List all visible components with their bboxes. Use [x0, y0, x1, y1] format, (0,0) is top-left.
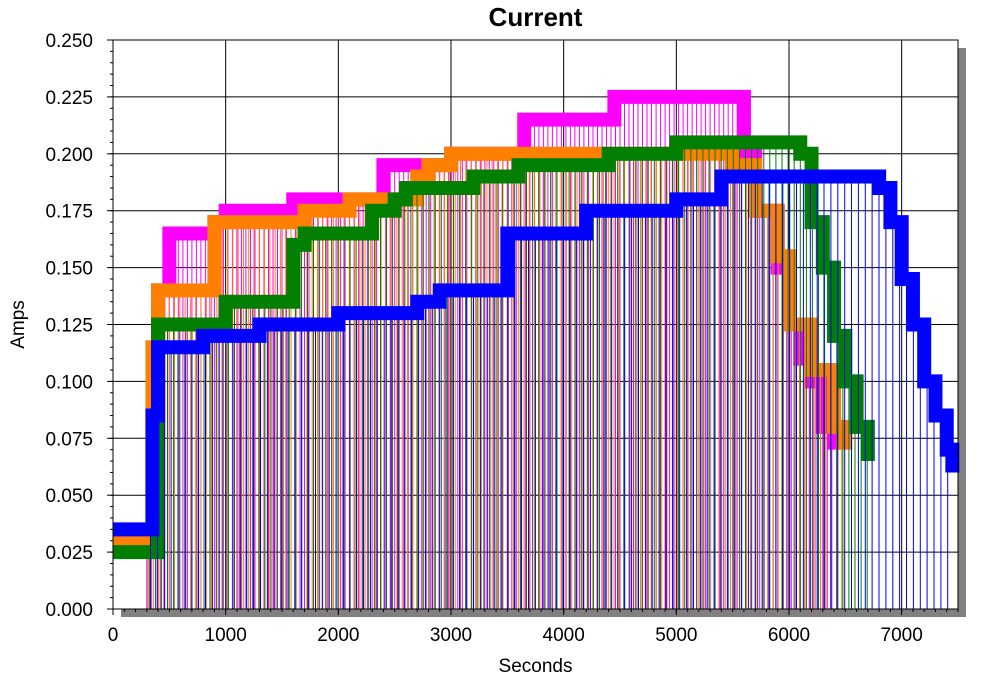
y-tick-label: 0.075	[45, 429, 93, 450]
y-tick-label: 0.050	[45, 486, 93, 507]
y-tick-label: 0.225	[45, 88, 93, 109]
series-line	[113, 146, 853, 548]
y-tick-label: 0.175	[45, 202, 93, 223]
x-axis-label: Seconds	[499, 656, 573, 677]
series-2	[113, 135, 875, 609]
y-axis: 0.000 0.025 0.050 0.075 0.100 0.125 0.150 0.175…	[45, 31, 113, 621]
series-3	[113, 169, 960, 609]
y-tick-label: 0.000	[45, 600, 93, 621]
chart-title: Current	[489, 2, 583, 32]
series-spike-lines	[150, 176, 949, 609]
y-tick-label: 0.100	[45, 372, 93, 393]
y-tick-label: 0.250	[45, 31, 93, 52]
y-tick-label: 0.150	[45, 259, 93, 280]
series-line	[113, 169, 960, 537]
y-axis-label: Amps	[8, 300, 29, 349]
x-tick-label: 2000	[317, 625, 359, 646]
y-tick-label: 0.200	[45, 145, 93, 166]
x-tick-label: 6000	[768, 625, 810, 646]
series-line	[113, 135, 875, 560]
x-axis: 0 1000 2000 3000 4000 5000 6000 7000	[108, 609, 959, 646]
series-spike-lines	[148, 142, 868, 609]
series-layer	[113, 89, 960, 609]
x-tick-label: 3000	[430, 625, 472, 646]
y-tick-label: 0.025	[45, 543, 93, 564]
x-tick-label: 5000	[655, 625, 697, 646]
y-tick-label: 0.125	[45, 316, 93, 337]
x-tick-label: 1000	[205, 625, 247, 646]
x-tick-label: 4000	[543, 625, 585, 646]
x-tick-label: 7000	[881, 625, 923, 646]
x-tick-label: 0	[108, 625, 119, 646]
